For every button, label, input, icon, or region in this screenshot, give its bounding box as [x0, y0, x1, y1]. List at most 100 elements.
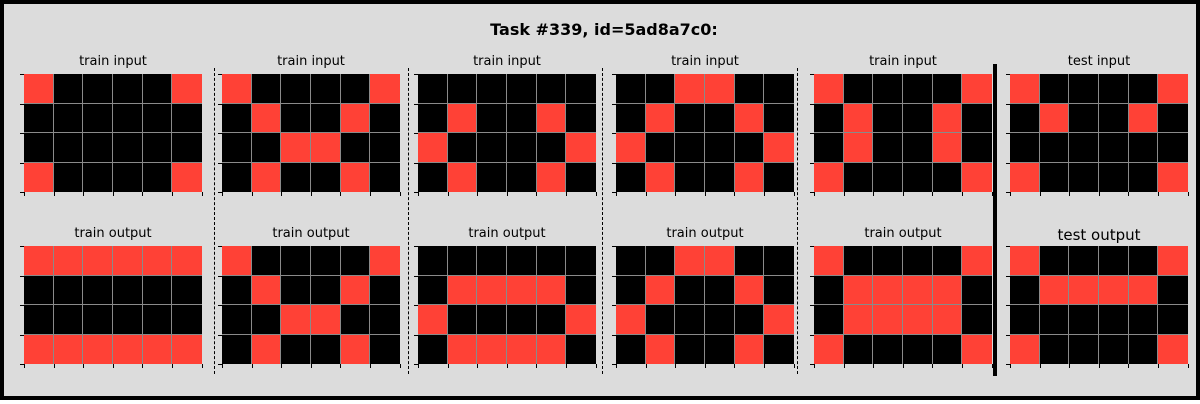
grid-cell — [1069, 162, 1099, 192]
grid-cell — [142, 305, 173, 335]
grid-cell — [536, 275, 567, 305]
grid-cell — [1128, 246, 1159, 276]
grid-cell — [310, 334, 341, 364]
grid-cell — [281, 133, 311, 163]
grid-cell — [1158, 275, 1188, 305]
axis-tick — [1039, 364, 1041, 368]
axis-tick — [810, 246, 814, 247]
grid-cell — [53, 275, 84, 305]
train-output-label: train output — [468, 226, 546, 241]
train-output-grid — [222, 246, 400, 364]
axis-tick — [310, 192, 312, 196]
grid-cell — [506, 103, 537, 133]
axis-tick — [814, 364, 815, 368]
axis-tick — [201, 364, 203, 368]
grid-cell — [222, 162, 252, 192]
train-output-label: train output — [74, 226, 152, 241]
grid-cell — [962, 275, 992, 305]
grid-cell — [340, 74, 371, 104]
grid-cell — [222, 275, 252, 305]
axis-tick — [962, 192, 963, 196]
grid-cell — [24, 246, 54, 276]
test-input-grid — [1010, 74, 1188, 192]
grid-cell — [418, 334, 448, 364]
grid-cell — [536, 305, 567, 335]
grid-cell — [418, 133, 448, 163]
grid-cell — [1128, 103, 1159, 133]
axis-tick — [1006, 192, 1010, 193]
grid-cell — [675, 162, 705, 192]
grid-cell — [24, 133, 54, 163]
panel-separator-dashed — [602, 68, 603, 374]
axis-tick — [675, 192, 677, 196]
grid-cell — [1010, 74, 1040, 104]
grid-cell — [1098, 275, 1129, 305]
axis-tick — [1006, 364, 1010, 365]
axis-tick — [991, 364, 993, 368]
grid-cell — [506, 275, 537, 305]
grid-cell — [418, 103, 448, 133]
grid-cell — [83, 246, 113, 276]
grid-cell — [764, 246, 794, 276]
grid-cell — [310, 275, 341, 305]
grid-cell — [1069, 305, 1099, 335]
axis-tick — [251, 192, 253, 196]
axis-tick — [477, 364, 479, 368]
axis-tick — [810, 103, 814, 105]
grid-cell — [1128, 162, 1159, 192]
axis-tick — [506, 364, 508, 368]
grid-cell — [112, 334, 143, 364]
axis-tick — [764, 192, 765, 196]
grid-cell — [675, 74, 705, 104]
axis-tick — [20, 364, 24, 365]
grid-cell — [447, 162, 478, 192]
grid-cell — [506, 133, 537, 163]
axis-tick — [281, 364, 283, 368]
grid-cell — [477, 334, 507, 364]
axis-tick — [218, 334, 222, 336]
grid-cell — [112, 305, 143, 335]
grid-cell — [536, 74, 567, 104]
grid-cell — [418, 275, 448, 305]
grid-cell — [616, 305, 646, 335]
grid-cell — [1098, 74, 1129, 104]
grid-cell — [222, 246, 252, 276]
train-input-label: train input — [869, 54, 937, 69]
axis-tick — [793, 192, 795, 196]
grid-cell — [962, 246, 992, 276]
grid-cell — [675, 275, 705, 305]
axis-tick — [932, 192, 934, 196]
grid-cell — [902, 305, 933, 335]
grid-cell — [53, 246, 84, 276]
axis-tick — [1006, 162, 1010, 164]
axis-tick — [1006, 74, 1010, 75]
axis-tick — [172, 192, 173, 196]
grid-cell — [734, 334, 765, 364]
grid-cell — [932, 103, 963, 133]
grid-cell — [675, 103, 705, 133]
grid-cell — [616, 246, 646, 276]
axis-tick — [218, 305, 222, 306]
panels-container: train input train input train input train i… — [4, 4, 1200, 404]
grid-cell — [310, 74, 341, 104]
train-input-label: train input — [473, 54, 541, 69]
axis-tick — [902, 364, 904, 368]
grid-cell — [24, 334, 54, 364]
grid-cell — [843, 246, 874, 276]
grid-cell — [506, 74, 537, 104]
grid-cell — [1069, 74, 1099, 104]
grid-cell — [814, 305, 844, 335]
grid-cell — [53, 133, 84, 163]
axis-tick — [566, 364, 567, 368]
axis-tick — [24, 192, 25, 196]
grid-cell — [1158, 162, 1188, 192]
grid-cell — [251, 74, 282, 104]
axis-tick — [447, 192, 449, 196]
grid-cell — [477, 246, 507, 276]
axis-tick — [20, 192, 24, 193]
grid-cell — [370, 133, 400, 163]
grid-cell — [477, 275, 507, 305]
grid-cell — [24, 74, 54, 104]
grid-cell — [370, 246, 400, 276]
